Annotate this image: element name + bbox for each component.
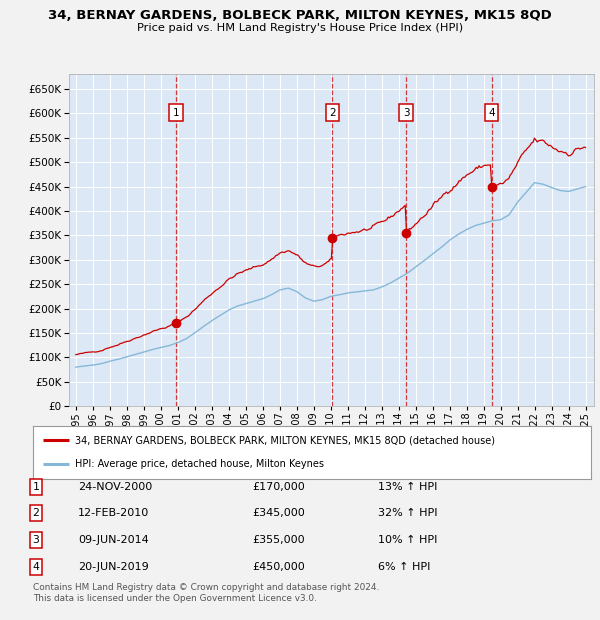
Text: £345,000: £345,000: [252, 508, 305, 518]
Text: HPI: Average price, detached house, Milton Keynes: HPI: Average price, detached house, Milt…: [75, 459, 324, 469]
Text: Contains HM Land Registry data © Crown copyright and database right 2024.
This d: Contains HM Land Registry data © Crown c…: [33, 583, 379, 603]
Text: £170,000: £170,000: [252, 482, 305, 492]
Text: 34, BERNAY GARDENS, BOLBECK PARK, MILTON KEYNES, MK15 8QD: 34, BERNAY GARDENS, BOLBECK PARK, MILTON…: [48, 9, 552, 22]
Text: 2: 2: [329, 107, 335, 118]
Text: 3: 3: [32, 535, 40, 545]
Text: £355,000: £355,000: [252, 535, 305, 545]
Text: 4: 4: [488, 107, 495, 118]
Text: 32% ↑ HPI: 32% ↑ HPI: [378, 508, 437, 518]
Text: 1: 1: [32, 482, 40, 492]
Text: 09-JUN-2014: 09-JUN-2014: [78, 535, 149, 545]
Text: £450,000: £450,000: [252, 562, 305, 572]
Text: 2: 2: [32, 508, 40, 518]
Text: 6% ↑ HPI: 6% ↑ HPI: [378, 562, 430, 572]
Text: 10% ↑ HPI: 10% ↑ HPI: [378, 535, 437, 545]
Text: 3: 3: [403, 107, 409, 118]
Text: Price paid vs. HM Land Registry's House Price Index (HPI): Price paid vs. HM Land Registry's House …: [137, 23, 463, 33]
Text: 24-NOV-2000: 24-NOV-2000: [78, 482, 152, 492]
Text: 34, BERNAY GARDENS, BOLBECK PARK, MILTON KEYNES, MK15 8QD (detached house): 34, BERNAY GARDENS, BOLBECK PARK, MILTON…: [75, 435, 495, 445]
Text: 13% ↑ HPI: 13% ↑ HPI: [378, 482, 437, 492]
Text: 20-JUN-2019: 20-JUN-2019: [78, 562, 149, 572]
Text: 4: 4: [32, 562, 40, 572]
Text: 1: 1: [173, 107, 179, 118]
Text: 12-FEB-2010: 12-FEB-2010: [78, 508, 149, 518]
